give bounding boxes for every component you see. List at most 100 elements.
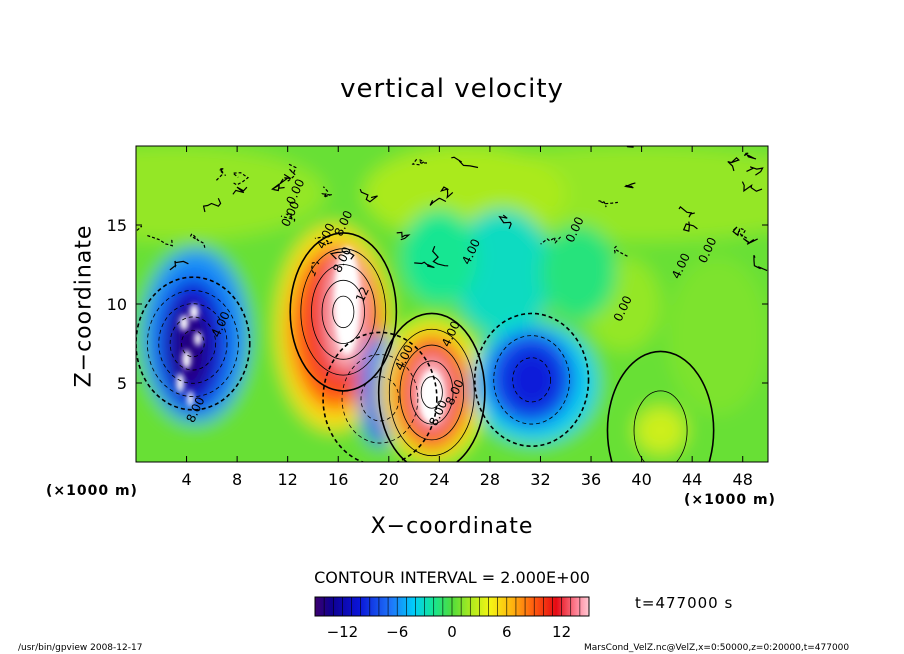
contour-line-upper-1 (271, 183, 285, 192)
contour-line-upper-26 (411, 158, 428, 166)
contour-line-upper-11 (451, 156, 479, 169)
contour-line-upper-19 (598, 200, 618, 208)
x-tick-label-36: 36 (581, 470, 601, 489)
contour-line-0-2 (169, 316, 217, 371)
contour-line-upper-16 (215, 168, 227, 181)
field-core-negative-4 (182, 349, 191, 369)
contour-line-upper-0 (429, 197, 447, 206)
field-core-negative-7 (187, 390, 194, 407)
contour-line-upper-5 (743, 152, 757, 160)
field-core-negative-6 (176, 373, 185, 393)
contour-line-upper-14 (279, 173, 292, 185)
contour-line-upper-17 (727, 156, 740, 172)
contour-line-0-5 (136, 276, 251, 411)
contour-line-upper-2 (540, 236, 562, 245)
contour-line-upper-32 (735, 227, 749, 240)
contour-line-upper-36 (329, 250, 355, 260)
x-tick-label-20: 20 (379, 470, 399, 489)
y-axis: 5 10 15 (107, 216, 768, 393)
colorbar: −12 −6 0 6 12 (314, 596, 590, 641)
contour-line-upper-31 (753, 254, 768, 272)
contour-line-1-5 (289, 232, 398, 392)
y-tick-label-15: 15 (107, 216, 127, 235)
contour-line-upper-8 (432, 245, 449, 267)
contour-line-upper-7 (231, 172, 250, 186)
contour-line-3-5 (377, 312, 486, 462)
contour-line-upper-20 (682, 221, 698, 232)
contour-line-upper-38 (359, 188, 378, 203)
contour-line-upper-12 (414, 261, 435, 269)
contour-line-5-1 (633, 390, 688, 462)
contour-line-upper-15 (280, 213, 296, 222)
field-core-positive-1 (419, 370, 445, 425)
x-tick-label-40: 40 (631, 470, 651, 489)
field-region-positive-22 (635, 406, 686, 455)
contour-line-upper-37 (439, 186, 454, 199)
field-core-negative-2 (179, 315, 189, 331)
contour-line-4-2 (493, 335, 570, 425)
contour-line-5-2 (606, 350, 715, 462)
field-core-negative-3 (189, 304, 199, 320)
contour-line-upper-29 (498, 214, 512, 230)
contour-line-3-3 (399, 344, 465, 441)
x-tick-label-48: 48 (733, 470, 753, 489)
field-region-negative-21 (503, 348, 560, 412)
contour-line-upper-23 (321, 186, 333, 199)
contour-line-3-4 (388, 328, 475, 457)
contour-lines (136, 146, 768, 462)
x-tick-label-4: 4 (181, 470, 191, 489)
x-tick-label-24: 24 (429, 470, 449, 489)
x-tick-label-12: 12 (278, 470, 298, 489)
x-tick-label-32: 32 (530, 470, 550, 489)
contour-line-upper-25 (396, 231, 411, 241)
contour-line-3-2 (410, 360, 454, 425)
contour-line-upper-22 (189, 233, 206, 249)
contour-line-upper-21 (314, 236, 333, 245)
contour-line-0-1 (181, 329, 205, 358)
contour-line-upper-18 (623, 182, 636, 189)
y-tick-label-10: 10 (107, 295, 127, 314)
colorbar-tick-label-1: −6 (386, 623, 408, 641)
x-tick-label-28: 28 (480, 470, 500, 489)
field-region-positive-5 (666, 256, 768, 415)
contour-line-4-3 (473, 312, 590, 447)
time-label: t=477000 s (635, 594, 734, 612)
contour-line-2-2 (341, 354, 419, 444)
contour-line-upper-28 (746, 166, 764, 176)
plot-area: 8.004.000.000.004.008.008.00124.004.008.… (136, 146, 768, 462)
colorbar-tick-label-0: −12 (327, 623, 359, 641)
contour-label-7: 12 (353, 285, 372, 305)
contour-line-2-3 (322, 331, 438, 462)
x-tick-label-44: 44 (682, 470, 702, 489)
y-tick-label-5: 5 (117, 374, 127, 393)
contour-interval-label: CONTOUR INTERVAL = 2.000E+00 (314, 568, 590, 587)
contour-line-upper-30 (287, 163, 297, 182)
contour-line-2-1 (360, 376, 400, 422)
x-unit-label-left: (×1000 m) (46, 483, 138, 499)
velocity-field (136, 146, 768, 462)
contour-line-0-4 (146, 290, 239, 397)
contour-line-1-1 (332, 295, 355, 329)
field-region-negative-3 (452, 209, 554, 336)
contour-line-1-4 (300, 248, 387, 376)
field-region-negative-4 (401, 209, 478, 304)
colorbar-tick-label-2: 0 (447, 623, 457, 641)
footer-program-date: /usr/bin/gpview 2008-12-17 (18, 643, 143, 653)
contour-line-upper-6 (136, 225, 143, 238)
contour-line-3-1 (420, 376, 443, 409)
contour-line-1-2 (321, 279, 365, 344)
contour-line-upper-10 (169, 260, 189, 271)
field-region-negative-24 (540, 225, 617, 320)
y-axis-label: Z−coordinate (71, 224, 97, 388)
footer-data-source: MarsCond_VelZ.nc@VelZ,x=0:50000,z=0:2000… (584, 643, 850, 653)
contour-line-0-3 (158, 303, 228, 384)
x-unit-label-right: (×1000 m) (684, 492, 776, 508)
x-tick-label-8: 8 (232, 470, 242, 489)
x-tick-label-16: 16 (328, 470, 348, 489)
contour-line-4-1 (512, 357, 551, 403)
field-region-positive-0 (136, 146, 326, 241)
contour-line-upper-9 (202, 198, 222, 213)
x-axis: 4 8 12 16 20 24 28 32 36 40 44 48 (181, 146, 753, 489)
contour-line-upper-13 (741, 181, 763, 193)
